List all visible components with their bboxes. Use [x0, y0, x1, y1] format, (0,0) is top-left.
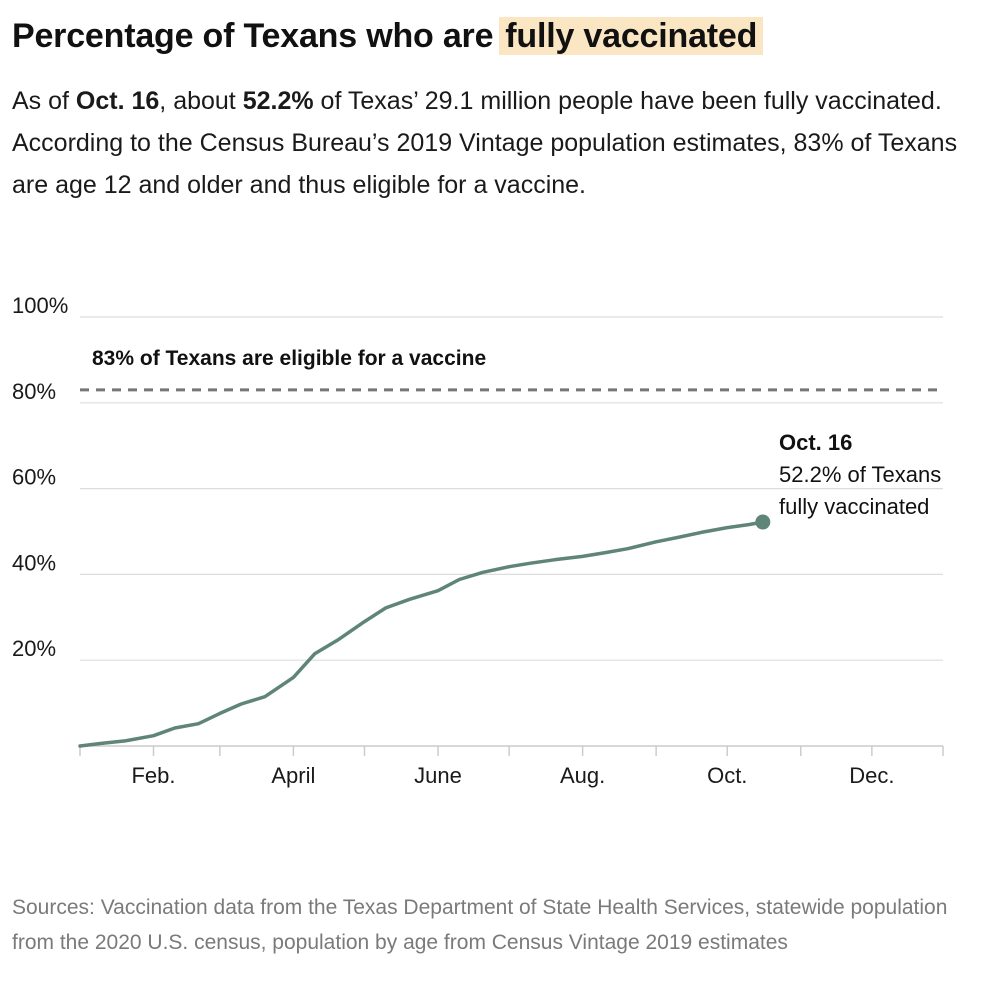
reference-line-label: 83% of Texans are eligible for a vaccine — [92, 347, 486, 370]
y-tick-label: 100% — [12, 293, 68, 318]
end-annotation: Oct. 16 52.2% of Texans fully vaccinated — [755, 430, 941, 530]
y-tick-label: 40% — [12, 550, 56, 575]
title-highlight: fully vaccinated — [499, 17, 764, 55]
intro-part-1: As of — [12, 87, 76, 115]
title-main: Percentage of Texans who are — [12, 17, 494, 55]
series-layer — [78, 520, 765, 748]
x-tick-label: Oct. — [707, 763, 747, 788]
intro-percent: 52.2% — [242, 87, 314, 115]
x-tick-label: April — [271, 763, 315, 788]
annotation-line1: 52.2% of Texans — [779, 462, 941, 487]
end-point-marker — [755, 514, 771, 530]
vaccination-line-chart: 83% of Texans are eligible for a vaccine… — [12, 293, 944, 788]
x-tick-label: Feb. — [131, 763, 175, 788]
intro-text: As of Oct. 16, about 52.2% of Texas’ 29.… — [12, 80, 962, 206]
x-tick-label: Dec. — [849, 763, 894, 788]
x-tick-label: June — [414, 763, 462, 788]
intro-part-3: of Texas’ 29.1 million people have been … — [12, 87, 958, 199]
chart-title: Percentage of Texans who are fully vaccin… — [12, 14, 764, 58]
y-tick-label: 80% — [12, 379, 56, 404]
annotation-title: Oct. 16 — [779, 430, 852, 455]
source-note: Sources: Vaccination data from the Texas… — [12, 896, 948, 954]
y-tick-label: 60% — [12, 465, 56, 490]
intro-part-2: , about — [159, 87, 243, 115]
x-tick-label: Aug. — [560, 763, 605, 788]
y-tick-label: 20% — [12, 636, 56, 661]
gridlines — [80, 316, 943, 661]
annotation-line2: fully vaccinated — [779, 494, 929, 519]
reference-line-group: 83% of Texans are eligible for a vaccine — [80, 347, 943, 392]
intro-date: Oct. 16 — [75, 87, 160, 115]
y-axis-labels: 20% 40% 60% 80% 100% — [12, 293, 68, 661]
x-axis: Feb. April June Aug. Oct. Dec. — [79, 745, 944, 788]
series-line-0 — [78, 520, 765, 748]
